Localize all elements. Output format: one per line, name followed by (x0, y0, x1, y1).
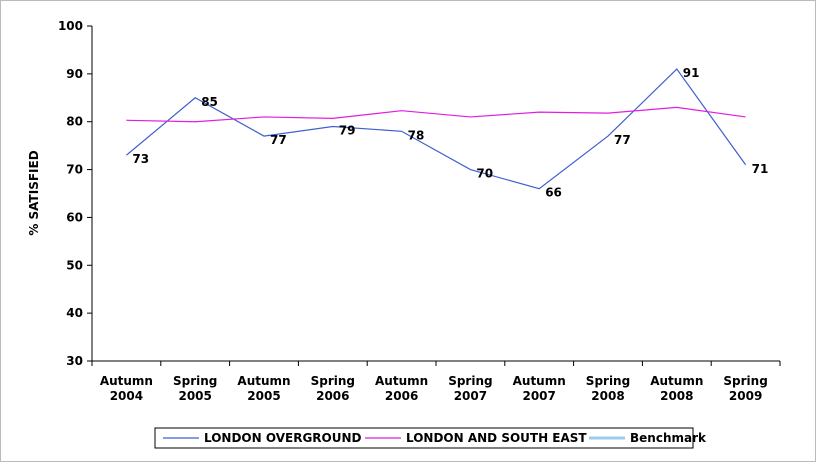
x-tick-label: Spring 2007 (448, 374, 492, 403)
y-tick-label: 60 (66, 210, 83, 224)
x-tick-label: Autumn 2006 (375, 374, 428, 403)
data-label: 91 (683, 66, 700, 80)
legend-label: Benchmark (630, 431, 707, 445)
legend-label: LONDON AND SOUTH EAST (406, 431, 587, 445)
data-label: 77 (614, 133, 631, 147)
data-label: 66 (545, 186, 562, 200)
series-line (126, 106, 746, 123)
data-label: 78 (408, 128, 425, 142)
data-label: 70 (476, 167, 493, 181)
x-tick-label: Autumn 2007 (513, 374, 566, 403)
x-tick-label: Spring 2005 (173, 374, 217, 403)
data-label: 77 (270, 133, 287, 147)
y-tick-label: 80 (66, 115, 83, 129)
data-label: 85 (201, 95, 218, 109)
x-tick-label: Spring 2009 (723, 374, 767, 403)
y-tick-label: 30 (66, 354, 83, 368)
y-tick-label: 50 (66, 258, 83, 272)
y-tick-label: 40 (66, 306, 83, 320)
legend-box (154, 427, 694, 449)
y-tick-label: 100 (58, 19, 83, 33)
data-label: 73 (132, 152, 149, 166)
x-tick-label: Spring 2008 (586, 374, 630, 403)
data-label: 71 (752, 162, 769, 176)
x-tick-label: Spring 2006 (311, 374, 355, 403)
y-tick-label: 90 (66, 67, 83, 81)
x-tick-label: Autumn 2004 (100, 374, 153, 403)
y-tick-label: 70 (66, 163, 83, 177)
legend-label: LONDON OVERGROUND (204, 431, 362, 445)
x-tick-label: Autumn 2005 (237, 374, 290, 403)
y-axis-title: % SATISFIED (27, 150, 41, 235)
x-tick-label: Autumn 2008 (650, 374, 703, 403)
series-line (126, 68, 747, 190)
data-label: 79 (339, 124, 356, 138)
